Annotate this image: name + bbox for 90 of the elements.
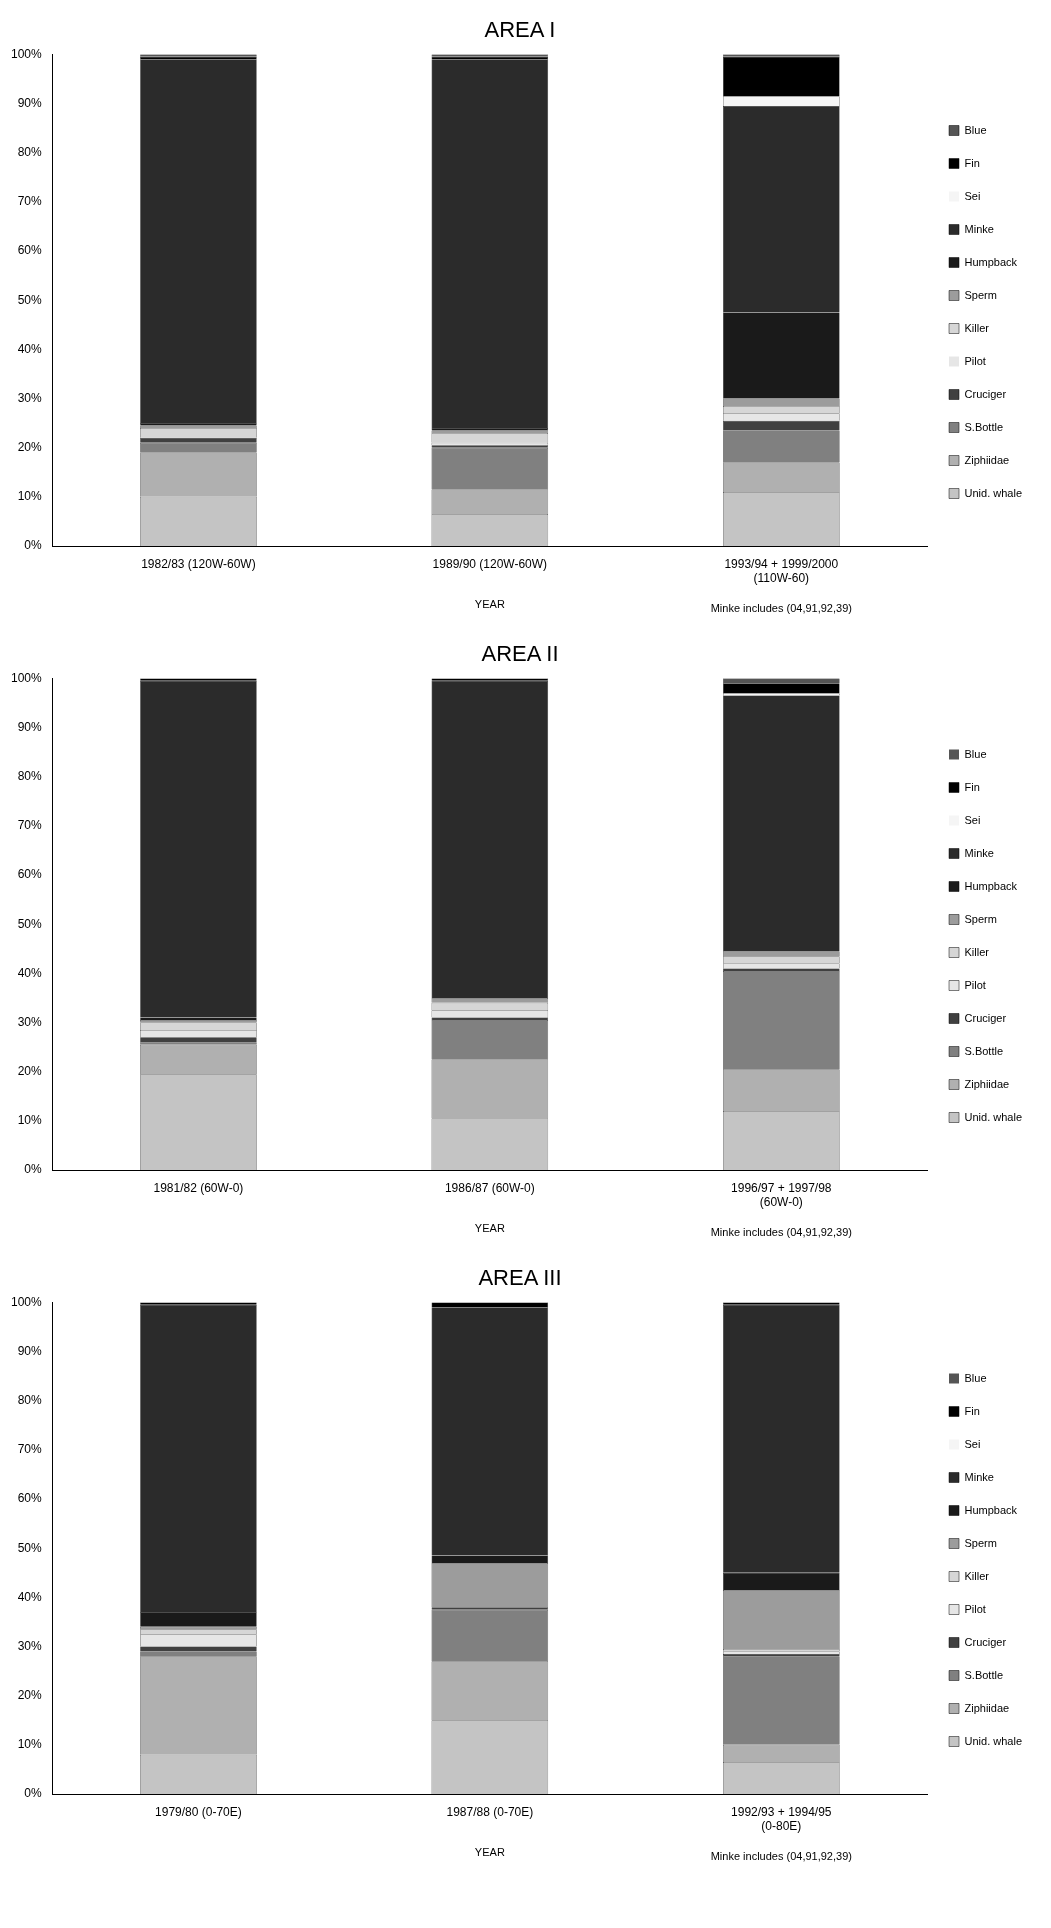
legend-label: Blue: [964, 1371, 987, 1384]
legend-label: Killer: [964, 321, 990, 334]
text: Minke includes (04,91,92,39): [710, 1225, 852, 1238]
y-tick-label: 0%: [24, 1162, 43, 1177]
y-tick-label: 70%: [17, 194, 43, 209]
y-tick-label: 20%: [17, 1687, 43, 1702]
bar: [723, 683, 840, 694]
y-tick-label: 0%: [24, 538, 43, 553]
x-axis-title: YEAR: [474, 598, 505, 611]
y-tick-label: 70%: [17, 1442, 43, 1457]
x-tick-label: 1989/90 (120W-60W): [432, 556, 548, 571]
chart-title: AREA III: [478, 1265, 562, 1291]
y-tick-label: 90%: [17, 1343, 43, 1358]
y-tick-label: 50%: [17, 916, 43, 931]
y-tick-label: 40%: [17, 341, 43, 356]
legend-label: Fin: [964, 780, 980, 793]
legend-label: Cruciger: [964, 1011, 1007, 1024]
legend-label: Ziphiidae: [964, 453, 1010, 466]
legend-label: S.Bottle: [964, 1668, 1004, 1681]
y-tick-label: 40%: [17, 965, 43, 980]
x-tick-label: 1996/97 + 1997/98 (60W-0): [731, 1180, 832, 1209]
y-tick-label: 30%: [17, 1638, 43, 1653]
y-tick-label: 60%: [17, 243, 43, 258]
y-tick-label: 40%: [17, 1589, 43, 1604]
legend-label: Pilot: [964, 1602, 986, 1615]
y-tick-label: 80%: [17, 145, 43, 160]
y-tick-label: 10%: [17, 489, 43, 504]
legend-label: Unid. whale: [964, 1734, 1023, 1747]
y-tick-label: 50%: [17, 1540, 43, 1555]
y-tick-label: 60%: [17, 867, 43, 882]
legend-label: Minke: [964, 1470, 994, 1483]
x-tick-label: 1979/80 (0-70E): [155, 1804, 242, 1819]
legend-label: Blue: [964, 747, 987, 760]
y-tick-label: 80%: [17, 769, 43, 784]
y-tick-label: 50%: [17, 292, 43, 307]
legend-label: Pilot: [964, 354, 986, 367]
bar: [723, 56, 840, 97]
legend-label: Sperm: [964, 1536, 997, 1549]
bar: [431, 1302, 549, 1308]
legend-label: S.Bottle: [964, 420, 1004, 433]
legend-label: Minke: [964, 846, 994, 859]
x-tick-label: 1986/87 (60W-0): [444, 1180, 535, 1195]
legend-label: Unid. whale: [964, 486, 1023, 499]
y-tick-label: 60%: [17, 1491, 43, 1506]
legend-label: Killer: [964, 945, 990, 958]
legend-label: Killer: [964, 1569, 990, 1582]
x-tick-label: 1981/82 (60W-0): [153, 1180, 244, 1195]
y-tick-label: 80%: [17, 1393, 43, 1408]
text: Minke includes (04,91,92,39): [710, 601, 852, 614]
y-tick-label: 30%: [17, 1014, 43, 1029]
chart-title: AREA I: [484, 17, 556, 43]
legend-label: Ziphiidae: [964, 1701, 1010, 1714]
legend-label: Humpback: [964, 879, 1018, 892]
legend-label: Sei: [964, 813, 981, 826]
legend-label: Humpback: [964, 1503, 1018, 1516]
x-tick-label: 1993/94 + 1999/2000 (110W-60): [724, 556, 839, 585]
x-tick-label: 1982/83 (120W-60W): [141, 556, 256, 571]
chart-title: AREA II: [481, 641, 559, 667]
y-tick-label: 0%: [24, 1786, 43, 1801]
legend-label: Cruciger: [964, 387, 1007, 400]
y-tick-label: 90%: [17, 95, 43, 110]
y-tick-label: 10%: [17, 1737, 43, 1752]
legend-label: Fin: [964, 1404, 980, 1417]
legend-label: Ziphiidae: [964, 1077, 1010, 1090]
y-tick-label: 90%: [17, 719, 43, 734]
legend-label: Blue: [964, 123, 987, 136]
legend-label: Sei: [964, 189, 981, 202]
y-tick-label: 70%: [17, 818, 43, 833]
legend-label: Sperm: [964, 912, 997, 925]
y-tick-label: 10%: [17, 1113, 43, 1128]
y-tick-label: 30%: [17, 390, 43, 405]
x-tick-label: 1987/88 (0-70E): [446, 1804, 534, 1819]
text: Minke includes (04,91,92,39): [710, 1849, 852, 1862]
x-axis-title: YEAR: [474, 1222, 505, 1235]
legend-label: Cruciger: [964, 1635, 1007, 1648]
legend-label: Minke: [964, 222, 994, 235]
legend-label: Pilot: [964, 978, 986, 991]
legend-label: Humpback: [964, 255, 1018, 268]
x-axis-title: YEAR: [474, 1846, 505, 1859]
x-tick-label: 1992/93 + 1994/95 (0-80E): [731, 1804, 832, 1833]
y-tick-label: 100%: [10, 46, 43, 61]
legend-label: Sperm: [964, 288, 997, 301]
y-tick-label: 20%: [17, 1063, 43, 1078]
legend-label: Unid. whale: [964, 1110, 1023, 1123]
y-tick-label: 100%: [10, 1294, 43, 1309]
legend-label: Sei: [964, 1437, 981, 1450]
legend-label: S.Bottle: [964, 1044, 1004, 1057]
y-tick-label: 100%: [10, 670, 43, 685]
legend-label: Fin: [964, 156, 980, 169]
y-tick-label: 20%: [17, 439, 43, 454]
